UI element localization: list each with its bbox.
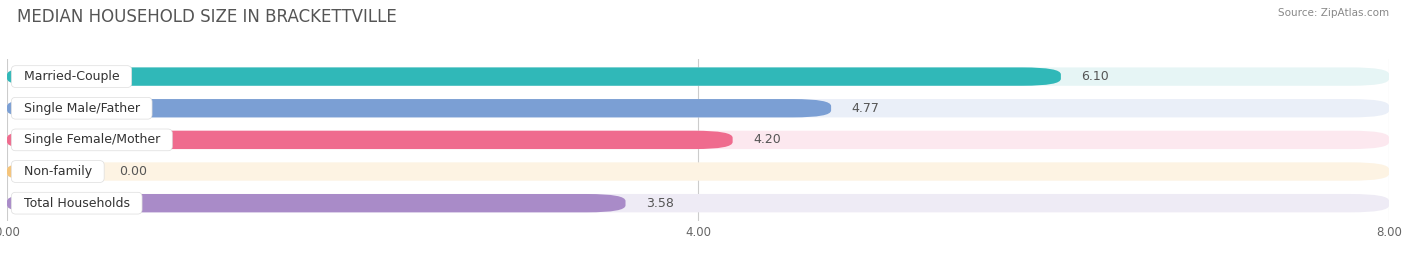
FancyBboxPatch shape: [7, 194, 626, 212]
FancyBboxPatch shape: [7, 131, 733, 149]
FancyBboxPatch shape: [7, 99, 831, 117]
Text: 0.00: 0.00: [120, 165, 148, 178]
Text: Single Male/Father: Single Male/Father: [15, 102, 148, 115]
Text: Source: ZipAtlas.com: Source: ZipAtlas.com: [1278, 8, 1389, 18]
FancyBboxPatch shape: [7, 99, 1389, 117]
Text: 4.77: 4.77: [852, 102, 880, 115]
Text: 6.10: 6.10: [1081, 70, 1109, 83]
Text: 3.58: 3.58: [647, 197, 673, 210]
Text: MEDIAN HOUSEHOLD SIZE IN BRACKETTVILLE: MEDIAN HOUSEHOLD SIZE IN BRACKETTVILLE: [17, 8, 396, 26]
FancyBboxPatch shape: [7, 131, 1389, 149]
FancyBboxPatch shape: [7, 68, 1062, 86]
FancyBboxPatch shape: [7, 68, 1389, 86]
Text: Single Female/Mother: Single Female/Mother: [15, 133, 167, 146]
FancyBboxPatch shape: [7, 162, 1389, 181]
Text: 4.20: 4.20: [754, 133, 782, 146]
FancyBboxPatch shape: [7, 194, 1389, 212]
Text: Non-family: Non-family: [15, 165, 100, 178]
Text: Total Households: Total Households: [15, 197, 138, 210]
FancyBboxPatch shape: [7, 162, 103, 181]
Text: Married-Couple: Married-Couple: [15, 70, 128, 83]
